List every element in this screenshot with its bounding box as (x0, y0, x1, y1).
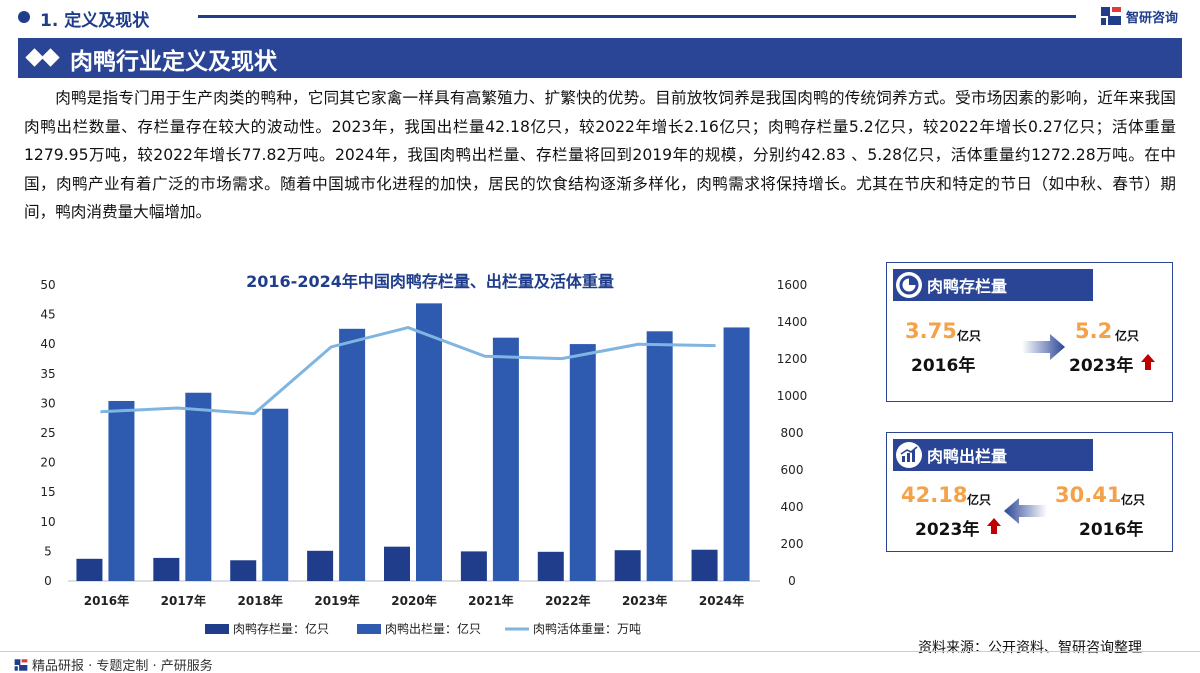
left-tick-label: 40 (40, 337, 55, 351)
stock-card-title: 肉鸭存栏量 (927, 277, 1008, 296)
x-tick-label: 2022年 (545, 593, 590, 608)
legend-swatch (357, 624, 381, 634)
arrow-left-icon (1004, 498, 1047, 524)
section-title: 1. 定义及现状 (40, 11, 150, 31)
stock-bar (460, 551, 487, 581)
x-tick-label: 2016年 (84, 593, 129, 608)
footer: 精品研报 · 专题定制 · 产研服务 (14, 655, 213, 673)
output-from-year: 2016年 (1079, 520, 1144, 540)
right-tick-label: 1000 (777, 389, 808, 403)
stock-bar (76, 558, 103, 581)
left-tick-label: 35 (40, 367, 55, 381)
right-tick-label: 1600 (777, 278, 808, 292)
output-bar (262, 408, 289, 581)
x-tick-label: 2020年 (391, 593, 436, 608)
stock-bar (691, 549, 718, 581)
right-tick-label: 400 (781, 500, 804, 514)
output-from-value: 30.41 (1055, 483, 1122, 507)
left-tick-label: 50 (40, 278, 55, 292)
left-tick-label: 25 (40, 426, 55, 440)
weight-line (100, 326, 716, 416)
x-tick-label: 2024年 (699, 593, 744, 608)
stock-bar (384, 546, 410, 581)
left-tick-label: 5 (44, 544, 52, 558)
output-card-header: 肉鸭出栏量 (893, 439, 1093, 471)
stock-from-value: 3.75 (905, 319, 957, 343)
title-banner: 肉鸭行业定义及现状 (18, 38, 1182, 78)
brand: 智研咨询 (1100, 5, 1178, 27)
banner-title: 肉鸭行业定义及现状 (70, 49, 277, 75)
legend-label: 肉鸭出栏量：亿只 (385, 621, 481, 636)
left-tick-label: 30 (40, 396, 55, 410)
stock-bar (614, 550, 641, 581)
stock-from-year: 2016年 (911, 356, 976, 376)
pie-chart-icon (896, 272, 922, 298)
stock-bar (307, 550, 334, 581)
brand-logo-icon (1100, 5, 1122, 27)
footer-text: 精品研报 · 专题定制 · 产研服务 (32, 659, 213, 673)
output-bar (492, 337, 519, 581)
legend-label: 肉鸭活体重量：万吨 (533, 622, 641, 636)
output-from-unit: 亿只 (1121, 493, 1146, 507)
x-tick-label: 2021年 (468, 593, 513, 608)
output-bar (646, 331, 673, 581)
output-bar (108, 400, 135, 581)
output-to-year: 2023年 (915, 520, 980, 540)
left-tick-label: 0 (44, 574, 52, 588)
stock-to-unit: 亿只 (1115, 329, 1140, 343)
stock-card-header: 肉鸭存栏量 (893, 269, 1093, 301)
stock-from-unit: 亿只 (957, 329, 982, 343)
x-tick-label: 2019年 (314, 593, 359, 608)
output-bar (185, 392, 212, 581)
right-tick-label: 1400 (777, 315, 808, 329)
right-tick-label: 0 (788, 574, 796, 588)
legend-label: 肉鸭存栏量：亿只 (233, 621, 329, 636)
top-bar: 1. 定义及现状 智研咨询 (0, 0, 1200, 36)
bar-chart-icon (896, 442, 922, 468)
source-note: 资料来源：公开资料、智研咨询整理 (918, 640, 1142, 656)
output-bar (416, 303, 442, 581)
x-tick-label: 2023年 (622, 593, 667, 608)
header-rule (198, 15, 1076, 18)
right-tick-label: 600 (781, 463, 804, 477)
left-tick-label: 10 (40, 515, 55, 529)
combo-chart: 0 5 10 15 20 25 30 35 40 45 50 0 200 400 600 800 1000 120… (40, 278, 808, 636)
output-to-unit: 亿只 (967, 493, 992, 507)
footer-rule (0, 651, 1200, 652)
brand-logo-icon (14, 658, 28, 671)
stock-card: 肉鸭存栏量 3.75 亿只 2016年 5.2 亿只 2023年 (886, 262, 1173, 402)
diamond-icon (41, 48, 60, 67)
intro-paragraph: 肉鸭是指专门用于生产肉类的鸭种，它同其它家禽一样具有高繁殖力、扩繁快的优势。目前… (24, 89, 1176, 222)
up-arrow-icon (1141, 354, 1155, 370)
arrow-right-icon (1022, 334, 1065, 360)
stock-bar (153, 557, 180, 581)
output-bar (339, 328, 366, 581)
output-bar (723, 327, 750, 581)
left-tick-label: 20 (40, 456, 55, 470)
legend-swatch (205, 624, 229, 634)
stock-bar (537, 551, 564, 581)
stock-to-year: 2023年 (1069, 356, 1134, 376)
left-tick-label: 45 (40, 308, 55, 322)
stock-bar (230, 560, 257, 581)
output-card-title: 肉鸭出栏量 (927, 447, 1008, 466)
output-bar (569, 344, 596, 581)
stock-to-value: 5.2 (1075, 319, 1113, 343)
brand-name: 智研咨询 (1126, 10, 1179, 26)
up-arrow-icon (987, 518, 1001, 534)
x-tick-label: 2017年 (161, 593, 206, 608)
left-tick-label: 15 (40, 485, 55, 499)
section-dot (18, 11, 30, 23)
x-tick-label: 2018年 (238, 593, 283, 608)
chart-title: 2016-2024年中国肉鸭存栏量、出栏量及活体重量 (246, 272, 614, 291)
right-tick-label: 800 (781, 426, 804, 440)
right-tick-label: 200 (781, 537, 804, 551)
right-tick-label: 1200 (777, 352, 808, 366)
output-card: 肉鸭出栏量 42.18 亿只 2023年 30.41 亿只 2016年 (886, 432, 1173, 552)
output-to-value: 42.18 (901, 483, 968, 507)
